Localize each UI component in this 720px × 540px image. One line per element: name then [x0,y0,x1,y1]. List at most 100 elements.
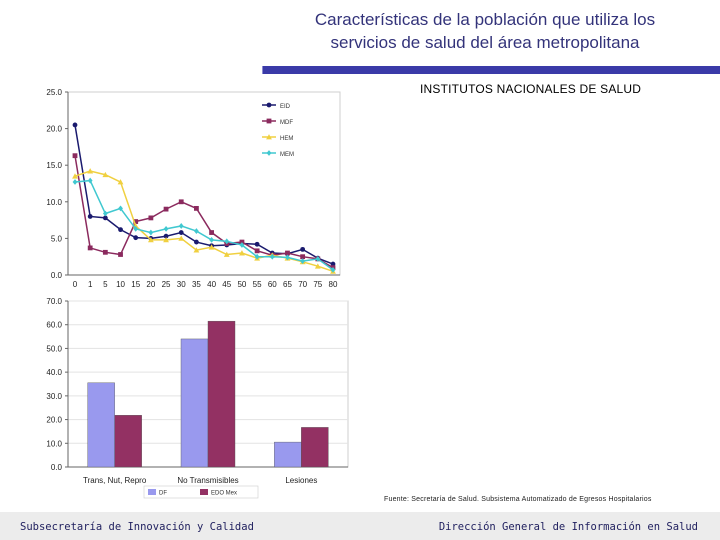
line-point [178,230,184,235]
title-accent-bar-edge [256,66,263,74]
line-x-tick-label: 50 [237,280,246,289]
line-series-path [74,179,334,271]
bar-y-tick-label: 30.0 [46,392,62,401]
line-point [193,247,200,253]
bar [207,320,236,468]
line-x-tick-label: 65 [283,280,292,289]
line-x-tick-label: 45 [222,280,231,289]
line-point [178,223,184,229]
line-chart: 0.05.010.015.020.025.00 1 5 10 15 20 25 30 35 40 4… [46,88,341,289]
footer-bar: Subsecretaría de Innovación y Calidad Di… [0,512,720,540]
line-point [102,215,108,221]
line-point [300,254,306,260]
line-point [178,199,184,205]
line-point [224,238,230,245]
line-point [117,179,124,185]
line-point [118,252,123,257]
line-point [194,239,199,245]
line-point [163,236,169,243]
line-point [254,248,260,254]
line-point [266,102,272,108]
footer-right-text: Dirección General de Información en Salu… [438,521,698,533]
line-point [102,210,108,217]
bar-legend-label: DF [159,491,167,497]
line-point [147,236,154,243]
line-plot-area [67,91,341,276]
line-point [209,230,214,235]
line-point [148,215,154,221]
line-point [118,227,123,233]
line-x-tick-label: 25 [162,280,171,289]
line-point [87,168,94,174]
bar-legend-swatch [200,489,208,495]
bar [114,415,142,468]
line-x-tick-label: 60 [268,280,277,289]
line-series-path [74,155,334,269]
line-point [87,214,93,219]
line-point [266,134,272,140]
line-point [300,258,306,264]
line-point [194,228,199,234]
title-line-1: Características de la población que util… [314,10,656,29]
line-y-tick-label: 10.0 [46,198,62,207]
line-point [72,173,78,179]
line-x-tick-label: 75 [313,280,322,289]
line-x-tick-label: 80 [329,280,338,289]
line-point [148,229,154,236]
bar [180,338,209,468]
line-x-tick-label: 30 [177,280,186,289]
bar-category-label: Lesiones [285,476,317,485]
line-legend-label: HEM [280,136,293,142]
line-x-tick-label: 1 [88,280,93,289]
line-point [194,205,199,211]
title-accent-bar [256,66,720,74]
line-x-tick-label: 35 [192,280,201,289]
line-point [223,251,230,257]
line-point [72,122,78,128]
line-point [254,241,260,247]
bar-y-tick-label: 0.0 [51,463,63,472]
line-point [72,153,78,159]
line-point [315,255,321,262]
line-legend-label: MDF [280,120,293,126]
line-point [87,177,93,184]
line-point [133,219,139,224]
source-note: Fuente: Secretaría de Salud. Subsistema … [384,496,652,503]
line-point [285,250,290,256]
line-x-tick-label: 15 [131,280,140,289]
line-point [239,242,245,248]
bar-y-tick-label: 70.0 [46,297,62,306]
bar [87,382,115,468]
bar-y-tick-label: 40.0 [46,368,62,377]
bar-legend-label: EDO Mex [211,491,237,497]
bar-y-tick-label: 10.0 [46,439,62,448]
line-x-tick-label: 5 [103,280,108,289]
line-y-tick-label: 0.0 [51,271,63,280]
bar-category-label: No Transmisibles [177,476,238,485]
line-point [163,233,169,239]
line-point [178,235,185,241]
line-point [300,246,306,252]
line-point [239,239,245,245]
line-x-tick-label: 10 [116,280,125,289]
line-point [163,225,169,232]
line-x-tick-label: 55 [253,280,262,289]
line-point [133,235,139,241]
line-y-tick-label: 15.0 [46,161,62,170]
page-title: Características de la población que util… [250,8,720,54]
line-y-tick-label: 20.0 [46,125,62,134]
line-series-mem [72,177,336,273]
institute-subtitle: INSTITUTOS NACIONALES DE SALUD [420,82,642,96]
line-legend-label: MEM [280,152,294,158]
line-point [254,253,260,260]
line-point [266,150,272,156]
line-point [102,249,108,255]
line-point [133,225,139,232]
line-point [239,250,245,256]
bar-y-tick-label: 50.0 [46,344,62,353]
line-point [330,266,336,273]
line-point [163,206,169,212]
line-x-tick-label: 40 [207,280,216,289]
line-point [269,253,275,260]
line-point [314,263,321,269]
